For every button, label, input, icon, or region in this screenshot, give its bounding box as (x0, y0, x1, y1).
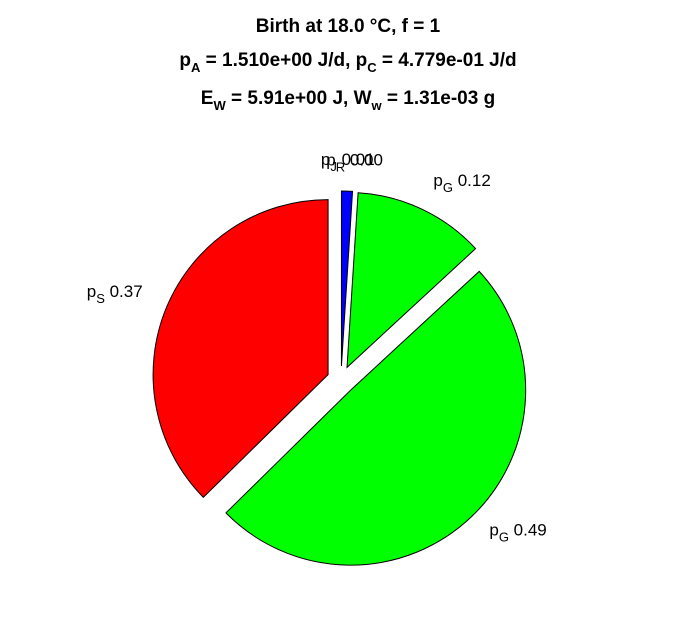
pie-slice-j-0 (340, 190, 354, 367)
pie-slice-g-2 (346, 192, 477, 369)
title-pA-subscript: A (191, 60, 201, 75)
title-Ww-subscript: w (371, 98, 383, 113)
title-EW-subscript: W (213, 98, 226, 113)
chart-title-line-1: Birth at 18.0 °C, f = 1 (256, 16, 441, 37)
pie-label-r-1: pR 0.00 (326, 150, 383, 174)
pie-slice-s-4 (152, 199, 329, 499)
title-EW-value: = 5.91e+00 J, W (226, 88, 372, 109)
chart-title-line-2: pA = 1.510e+00 J/d, pC = 4.779e-01 J/d (179, 50, 516, 75)
pie-label-g-2: pG 0.12 (433, 171, 490, 195)
title-pC-subscript: C (367, 60, 377, 75)
chart-title-line-3: EW = 5.91e+00 J, Ww = 1.31e-03 g (201, 88, 495, 113)
title-pA-symbol: p (179, 50, 191, 71)
pie-label-g-3: pG 0.49 (489, 521, 546, 545)
title-EW-symbol: E (201, 88, 214, 109)
pie-label-j-0: pJ 0.01 (321, 150, 375, 174)
title-pA-value: = 1.510e+00 J/d, p (200, 50, 367, 71)
title-Ww-value: = 1.31e-03 g (382, 88, 496, 109)
pie-label-s-4: pS 0.37 (87, 282, 143, 306)
title-pC-value: = 4.779e-01 J/d (377, 50, 517, 71)
pie-slice-g-3 (225, 270, 527, 566)
pie-slices-group (152, 190, 527, 566)
